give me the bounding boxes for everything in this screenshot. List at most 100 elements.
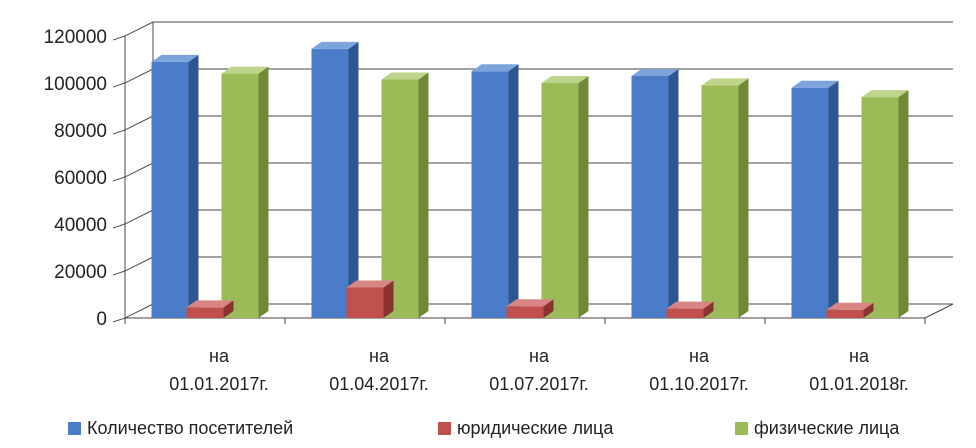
bar-2-2 (541, 76, 589, 318)
y-tick-mark (112, 176, 126, 182)
legend-item: физические лица (735, 418, 899, 439)
bar-2-4-front (861, 97, 899, 318)
legend-item: Количество посетителей (68, 418, 293, 439)
bar-0-4 (791, 80, 839, 318)
y-tick-label: 20000 (54, 262, 107, 283)
bar-0-1-side (348, 41, 359, 319)
legend-label: физические лица (754, 418, 900, 438)
bar-0-3-side (668, 68, 679, 318)
bar-0-1-top (311, 41, 359, 49)
y-tick-mark (112, 82, 126, 88)
bar-2-0-side (258, 66, 269, 318)
x-axis: на 01.01.2017г. на 01.04.2017г. на 01.07.2017… (124, 318, 926, 394)
bar-1-1 (346, 280, 394, 318)
x-tick-label: 01.10.2017г. (649, 374, 748, 394)
bar-1-0 (186, 300, 234, 318)
bar-1-3-top (666, 301, 714, 309)
bar-2-3-side (738, 78, 749, 318)
legend-swatch (68, 422, 81, 435)
legend-label: Количество посетителей (87, 418, 294, 438)
bar-1-2-top (506, 299, 554, 307)
legend-item: юридические лица (438, 418, 613, 439)
legend-swatch (735, 422, 748, 435)
bar-1-1-front (346, 287, 384, 318)
bar-1-0-side (223, 300, 234, 318)
bar-1-4-top (826, 302, 874, 310)
bar-1-3-side (703, 301, 714, 318)
bar-2-2-side (578, 76, 589, 318)
bar-2-1-front (381, 79, 419, 318)
bar-0-0-side (188, 54, 199, 318)
bar-2-3 (701, 78, 749, 318)
gridline (124, 21, 953, 37)
bar-2-4-side (898, 90, 909, 318)
x-tick-label: 01.01.2018г. (809, 374, 908, 394)
x-tick-label: 01.04.2017г. (329, 374, 428, 394)
bar-0-4-front (791, 87, 829, 318)
x-tick-label: на (529, 346, 550, 366)
bar-1-0-front (186, 307, 224, 318)
y-tick-mark (112, 223, 126, 229)
x-tick-label: 01.07.2017г. (489, 374, 588, 394)
y-tick-label: 40000 (54, 215, 107, 236)
x-tick-label: на (849, 346, 870, 366)
bar-2-3-top (701, 78, 749, 86)
bar-0-0-top (151, 54, 199, 62)
bar-1-0-top (186, 300, 234, 308)
bar-1-2-front (506, 306, 544, 318)
bar-1-2-side (543, 299, 554, 318)
bar-0-2-top (471, 64, 519, 72)
bar-2-3-front (701, 85, 739, 318)
bar-2-1-side (418, 72, 429, 318)
bar-2-2-front (541, 83, 579, 318)
y-tick-label: 120000 (44, 27, 107, 48)
bar-0-2-side (508, 64, 519, 318)
bar-0-3-front (631, 75, 669, 318)
legend-label: юридические лица (457, 418, 614, 438)
bar-0-1 (311, 41, 359, 319)
bar-0-1-front (311, 48, 349, 319)
bar-0-0-front (151, 61, 189, 318)
x-tick-label: на (689, 346, 710, 366)
bar-0-4-side (828, 80, 839, 318)
bar-0-4-top (791, 80, 839, 88)
y-tick-mark (112, 35, 126, 41)
bars (151, 41, 909, 319)
floor-edge (924, 303, 954, 319)
y-tick-mark (112, 129, 126, 135)
y-tick-label: 0 (96, 309, 107, 330)
bar-0-3 (631, 68, 679, 318)
x-tick-label: 01.01.2017г. (169, 374, 268, 394)
y-tick-label: 80000 (54, 121, 107, 142)
x-tick-label: на (209, 346, 230, 366)
y-tick-mark (112, 317, 126, 323)
bar-1-3 (666, 301, 714, 318)
bar-2-0-front (221, 73, 259, 318)
bar-2-2-top (541, 76, 589, 83)
bar-0-0 (151, 54, 199, 318)
bar-1-4 (826, 302, 874, 318)
bar-1-4-front (826, 309, 864, 318)
bar-1-4-side (863, 302, 874, 318)
bar-0-2-front (471, 71, 509, 318)
bar-2-0-top (221, 66, 269, 74)
y-tick-mark (112, 270, 126, 276)
bar-2-1 (381, 72, 429, 318)
bar-0-3-top (631, 68, 679, 76)
bar-chart: 0 20000 40000 60000 80000 100000 120000 на 01.0… (44, 21, 954, 394)
y-axis: 0 20000 40000 60000 80000 100000 120000 (44, 27, 107, 330)
bar-1-1-side (383, 280, 394, 318)
legend: Количество посетителей юридические лица фи… (0, 418, 976, 446)
y-tick-label: 100000 (44, 74, 107, 95)
bar-2-4 (861, 90, 909, 318)
bar-1-3-front (666, 308, 704, 318)
y-tick-label: 60000 (54, 168, 107, 189)
bar-0-2 (471, 64, 519, 318)
legend-swatch (438, 422, 451, 435)
bar-2-0 (221, 66, 269, 318)
bar-1-2 (506, 299, 554, 318)
bar-1-1-top (346, 280, 394, 288)
x-tick-label: на (369, 346, 390, 366)
bar-2-1-top (381, 72, 429, 80)
bar-2-4-top (861, 90, 909, 98)
